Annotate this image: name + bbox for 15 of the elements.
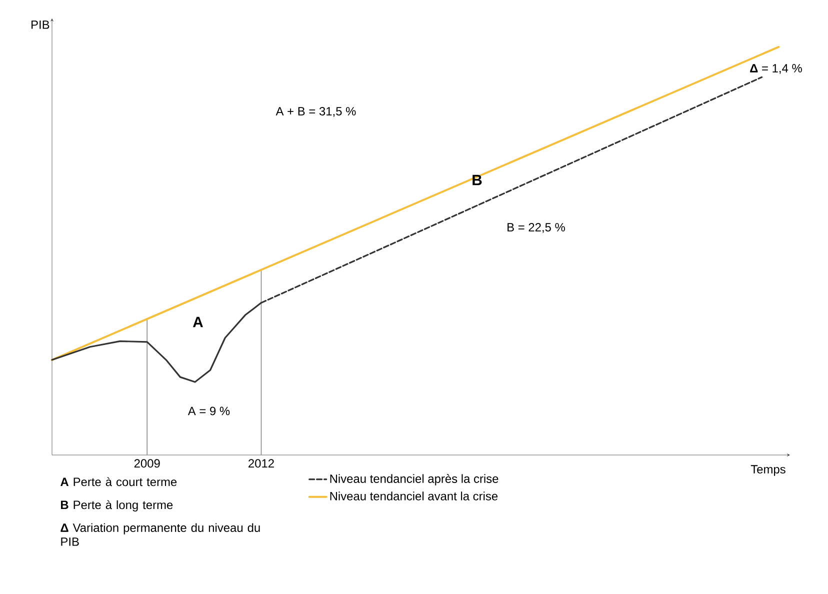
x-tick-label: 2012: [248, 459, 274, 468]
legend-label: Niveau tendanciel avant la crise: [330, 492, 498, 500]
annotation: B: [472, 174, 482, 186]
annotation: A: [192, 316, 203, 328]
legend-label: Niveau tendanciel après la crise: [330, 474, 498, 486]
y-axis-title: PIB: [32, 20, 50, 29]
text: A Perte à court terme: [60, 477, 177, 486]
x-axis-title: Temps: [750, 465, 786, 476]
x-tick-label: 2009: [134, 459, 160, 468]
annotation: A + B = 31,5 %: [276, 107, 356, 117]
annotation: Δ = 1,4 %: [750, 64, 802, 74]
annotation: A = 9 %: [188, 406, 230, 416]
text: Δ Variation permanente du niveau du PIB: [60, 523, 260, 546]
annotation: B = 22,5 %: [508, 223, 565, 233]
text: B Perte à long terme: [60, 500, 173, 512]
